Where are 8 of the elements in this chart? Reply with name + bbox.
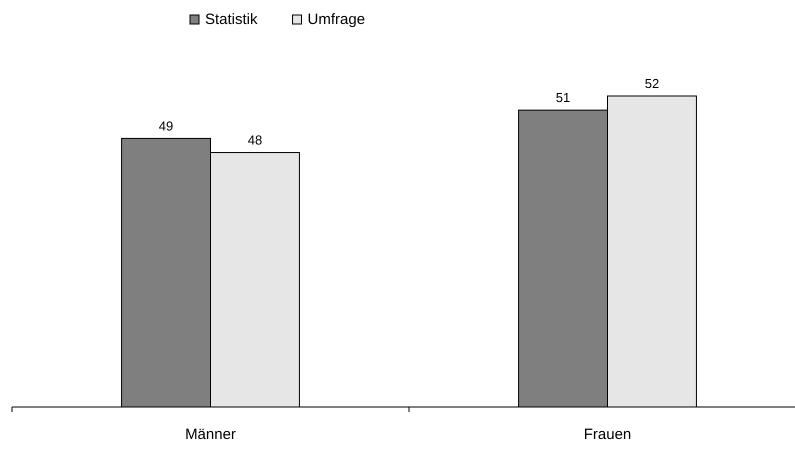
data-label: 51 — [556, 90, 570, 106]
data-label: 49 — [158, 118, 174, 134]
x-tick-label: Männer — [185, 426, 236, 443]
legend-label: Umfrage — [308, 11, 366, 28]
x-tick-label: Frauen — [584, 426, 632, 443]
data-label: 52 — [644, 76, 660, 91]
data-label: 48 — [248, 132, 262, 148]
legend-label: Statistik — [205, 11, 258, 28]
